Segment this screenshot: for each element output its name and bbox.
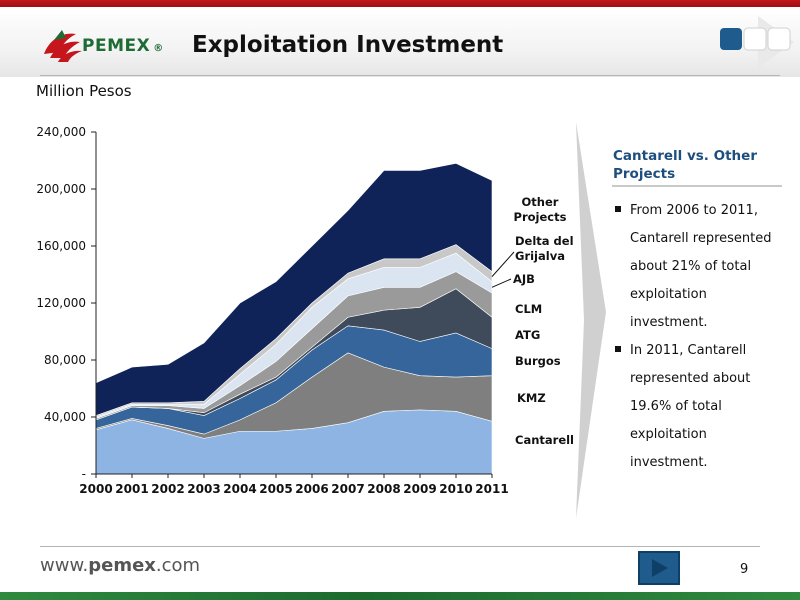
x-tick-label: 2002 bbox=[151, 482, 184, 496]
y-tick-label: 160,000 bbox=[36, 239, 86, 253]
series-label-delta-del-grijalva: Delta del Grijalva bbox=[515, 234, 574, 263]
registered-mark: ® bbox=[153, 43, 164, 54]
play-icon bbox=[652, 559, 668, 577]
url-brand: pemex bbox=[88, 555, 156, 576]
series-label-clm: CLM bbox=[515, 302, 542, 316]
y-tick-label: 40,000 bbox=[44, 410, 86, 424]
x-tick-label: 2009 bbox=[403, 482, 436, 496]
side-panel-bullets: From 2006 to 2011, Cantarell represented… bbox=[613, 197, 783, 477]
pemex-eagle-icon bbox=[44, 30, 82, 62]
x-tick-label: 2006 bbox=[295, 482, 328, 496]
header-background bbox=[0, 7, 800, 77]
series-label-kmz: KMZ bbox=[517, 391, 546, 405]
x-tick-label: 2004 bbox=[223, 482, 256, 496]
website-link[interactable]: www.pemex.com bbox=[40, 555, 200, 576]
series-label-other-projects: Other Projects bbox=[514, 195, 567, 224]
x-tick-label: 2005 bbox=[259, 482, 292, 496]
y-tick-label: 240,000 bbox=[36, 125, 86, 139]
side-panel-title: Cantarell vs. Other Projects bbox=[613, 148, 757, 182]
top-accent-bar bbox=[0, 0, 800, 7]
brand-wordmark: PEMEX ® bbox=[82, 36, 164, 56]
side-panel-divider bbox=[612, 185, 782, 187]
header-divider bbox=[40, 75, 780, 76]
x-tick-label: 2007 bbox=[331, 482, 364, 496]
chevron-arrow-icon bbox=[576, 122, 606, 518]
y-tick-label: - bbox=[82, 467, 86, 481]
bottom-accent-bar bbox=[0, 592, 800, 600]
leader-line-delta bbox=[491, 251, 515, 277]
x-tick-label: 2010 bbox=[439, 482, 472, 496]
series-label-cantarell: Cantarell bbox=[515, 433, 574, 447]
next-slide-button[interactable] bbox=[638, 551, 680, 585]
y-tick-label: 120,000 bbox=[36, 296, 86, 310]
bullet-item: From 2006 to 2011, Cantarell represented… bbox=[613, 197, 783, 337]
bullet-item: In 2011, Cantarell represented about 19.… bbox=[613, 337, 783, 477]
navigation-squares-icon[interactable] bbox=[718, 16, 796, 68]
series-label-burgos: Burgos bbox=[515, 354, 561, 368]
page-title: Exploitation Investment bbox=[192, 32, 504, 58]
series-label-ajb: AJB bbox=[513, 272, 535, 286]
x-tick-label: 2003 bbox=[187, 482, 220, 496]
area-other-projects bbox=[95, 163, 493, 417]
series-label-atg: ATG bbox=[515, 328, 540, 342]
x-tick-label: 2000 bbox=[79, 482, 112, 496]
page-number: 9 bbox=[740, 562, 749, 577]
x-tick-label: 2008 bbox=[367, 482, 400, 496]
x-tick-label: 2011 bbox=[475, 482, 508, 496]
footer-divider bbox=[40, 546, 760, 547]
y-tick-label: 200,000 bbox=[36, 182, 86, 196]
url-prefix: www. bbox=[40, 555, 89, 576]
y-tick-label: 80,000 bbox=[44, 353, 86, 367]
url-suffix: .com bbox=[155, 555, 201, 576]
units-label: Million Pesos bbox=[36, 82, 132, 100]
x-tick-label: 2001 bbox=[115, 482, 148, 496]
exploitation-investment-chart: - 40,000 80,000 120,000 160,000 200,000 240,00… bbox=[36, 125, 574, 496]
leader-line-ajb bbox=[491, 278, 512, 288]
brand-name: PEMEX bbox=[82, 36, 151, 56]
